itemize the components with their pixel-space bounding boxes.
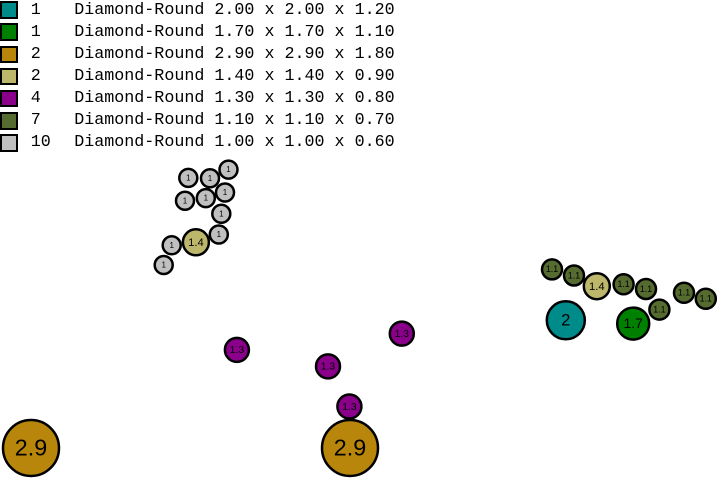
- svg-text:1.3: 1.3: [395, 329, 410, 340]
- svg-text:1: 1: [161, 261, 166, 270]
- svg-text:1.3: 1.3: [321, 362, 336, 373]
- svg-text:1: 1: [169, 241, 174, 250]
- svg-text:1: 1: [204, 194, 209, 203]
- svg-text:1: 1: [226, 165, 231, 174]
- svg-text:1.1: 1.1: [700, 294, 712, 304]
- svg-text:2: 2: [561, 310, 570, 329]
- svg-text:1.1: 1.1: [568, 270, 580, 280]
- svg-text:1.1: 1.1: [546, 264, 558, 274]
- svg-text:1.1: 1.1: [653, 304, 665, 314]
- svg-text:1.3: 1.3: [342, 402, 357, 413]
- svg-text:1.4: 1.4: [589, 281, 605, 293]
- svg-text:1.1: 1.1: [617, 279, 629, 289]
- svg-text:1: 1: [219, 209, 224, 218]
- svg-text:1.1: 1.1: [678, 288, 690, 298]
- svg-text:1.1: 1.1: [640, 284, 652, 294]
- svg-text:1: 1: [183, 196, 188, 205]
- svg-text:2.9: 2.9: [334, 434, 366, 460]
- svg-text:1.7: 1.7: [623, 315, 643, 331]
- svg-text:1: 1: [223, 188, 228, 197]
- svg-text:1: 1: [217, 230, 222, 239]
- svg-text:1.3: 1.3: [230, 345, 245, 356]
- svg-text:2.9: 2.9: [15, 434, 47, 460]
- svg-text:1: 1: [208, 174, 213, 183]
- svg-text:1.4: 1.4: [188, 237, 204, 249]
- svg-text:1: 1: [186, 174, 191, 183]
